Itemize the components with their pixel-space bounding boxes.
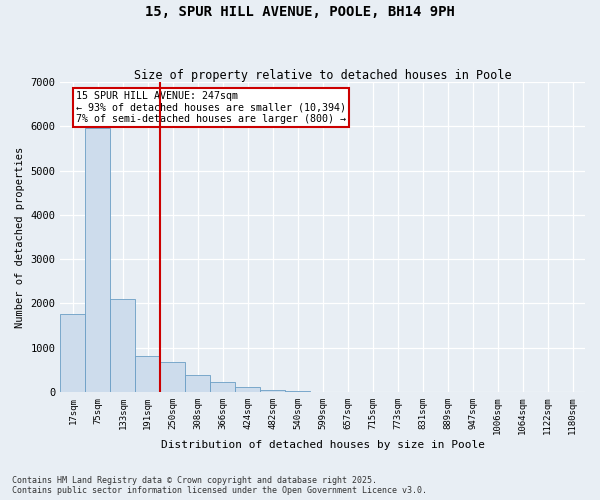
Bar [210,382,235,392]
Title: Size of property relative to detached houses in Poole: Size of property relative to detached ho… [134,69,512,82]
Bar [185,375,210,392]
Bar [260,390,285,392]
Y-axis label: Number of detached properties: Number of detached properties [15,146,25,328]
X-axis label: Distribution of detached houses by size in Poole: Distribution of detached houses by size … [161,440,485,450]
Bar [85,128,110,392]
Bar [285,391,310,392]
Bar [160,362,185,392]
Text: Contains HM Land Registry data © Crown copyright and database right 2025.
Contai: Contains HM Land Registry data © Crown c… [12,476,427,495]
Bar [235,387,260,392]
Bar [110,299,136,392]
Bar [136,356,160,392]
Text: 15, SPUR HILL AVENUE, POOLE, BH14 9PH: 15, SPUR HILL AVENUE, POOLE, BH14 9PH [145,5,455,19]
Bar [61,314,85,392]
Text: 15 SPUR HILL AVENUE: 247sqm
← 93% of detached houses are smaller (10,394)
7% of : 15 SPUR HILL AVENUE: 247sqm ← 93% of det… [76,92,346,124]
